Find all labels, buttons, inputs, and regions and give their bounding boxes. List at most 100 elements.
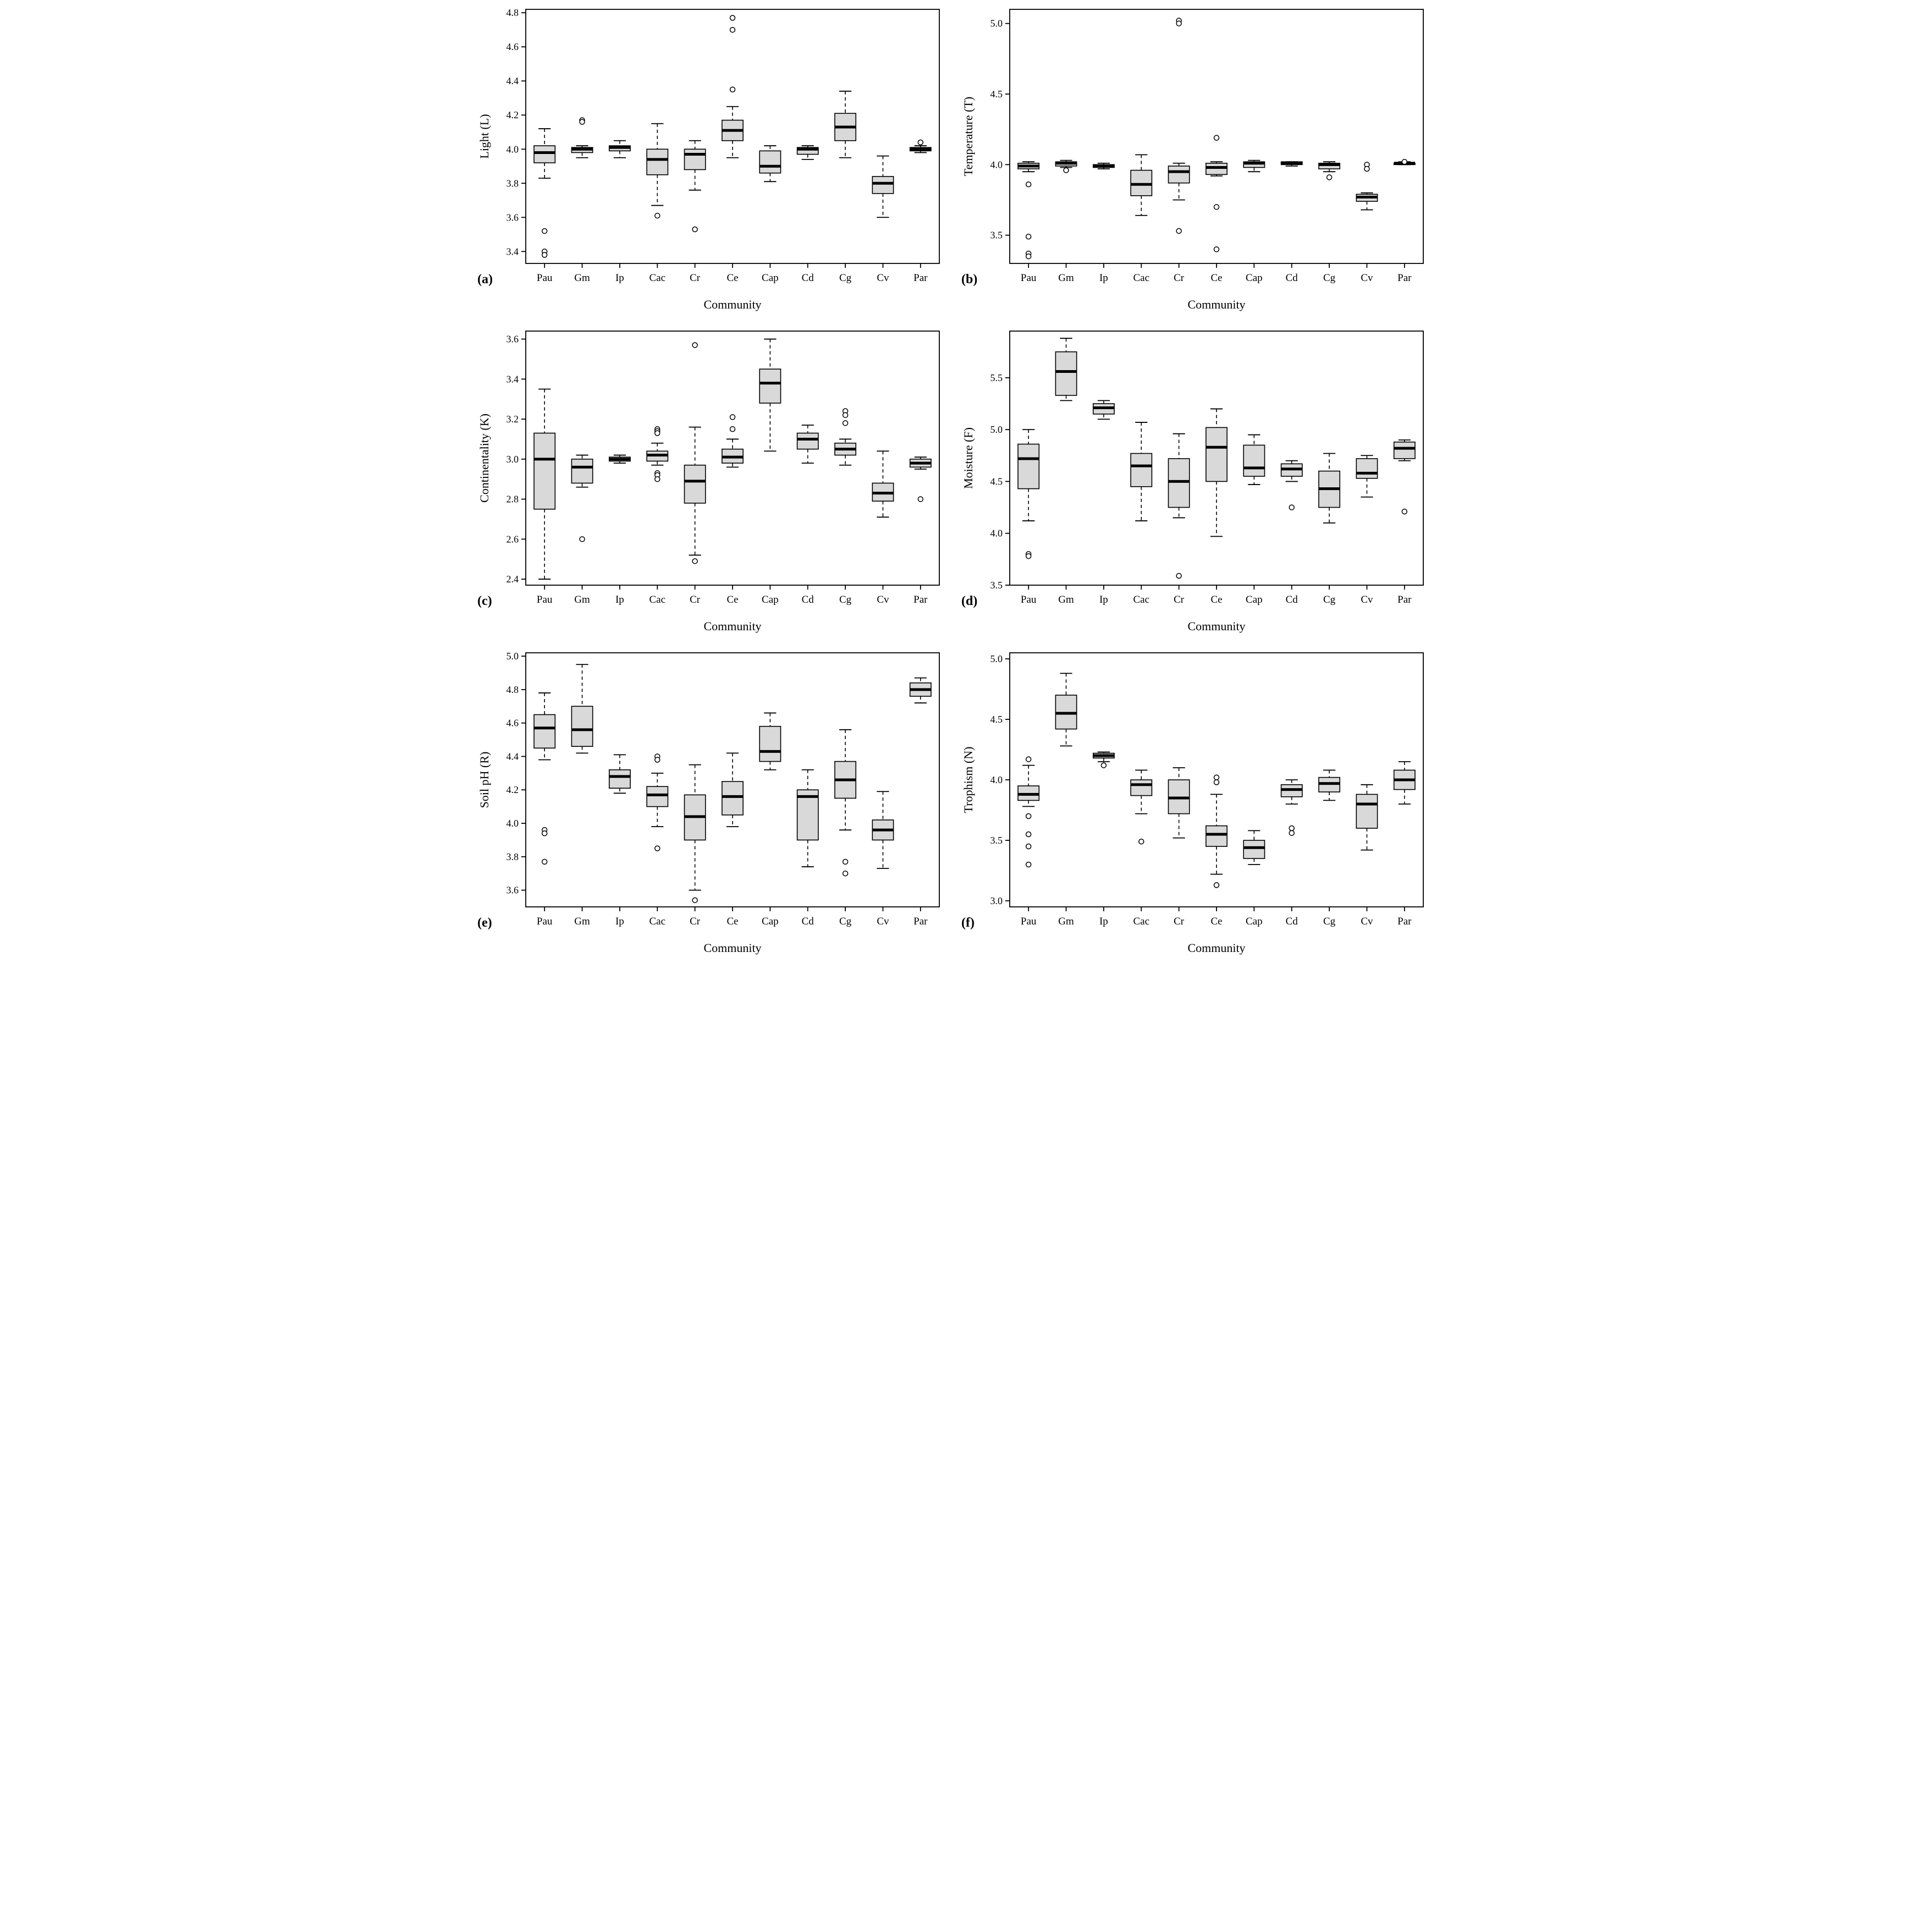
y-tick-label: 2.6	[506, 533, 519, 544]
iqr-box	[1168, 165, 1190, 183]
outlier-point	[691, 342, 698, 348]
panel-label: (e)	[477, 916, 492, 930]
iqr-box	[1130, 169, 1152, 196]
x-tick-label: Par	[913, 916, 928, 927]
iqr-box	[1318, 162, 1340, 169]
y-tick-label: 4.0	[990, 774, 1003, 785]
y-tick-label: 3.0	[990, 895, 1003, 906]
x-tick-label: Cg	[1323, 272, 1335, 284]
y-tick-label: 3.6	[506, 212, 519, 223]
y-tick-label: 3.6	[506, 884, 519, 895]
panel-label: (c)	[477, 594, 492, 608]
x-tick-label: Ce	[726, 594, 738, 606]
outlier-point	[842, 858, 848, 865]
x-tick-label: Cd	[1285, 272, 1298, 284]
y-tick-label: 3.8	[506, 851, 519, 862]
panel-f: 3.0 3.5 4.0 4.5 5.0 Pau Gm Ip Cac Cr Ce Cap Cd Cg Cv Pa…	[955, 643, 1439, 965]
outlier-point	[1288, 825, 1295, 831]
x-tick-label: Cac	[649, 272, 665, 284]
x-tick-label: Ip	[615, 594, 624, 606]
iqr-box	[1055, 351, 1077, 396]
x-tick-label: Cap	[1246, 594, 1263, 606]
outlier-point	[691, 558, 698, 564]
outlier-point	[1401, 508, 1407, 514]
iqr-box	[1205, 162, 1228, 175]
x-tick-label: Cac	[649, 594, 665, 606]
iqr-box	[758, 368, 781, 404]
x-tick-label: Cac	[1133, 272, 1149, 284]
outlier-point	[1025, 861, 1031, 867]
outlier-point	[654, 430, 660, 436]
iqr-box	[571, 458, 593, 483]
y-tick-label: 5.0	[990, 653, 1003, 664]
iqr-box	[571, 705, 593, 747]
y-tick-label: 4.6	[506, 717, 519, 728]
x-axis-label: Community	[1187, 941, 1245, 955]
iqr-box	[533, 145, 555, 163]
outlier-point	[1175, 573, 1182, 579]
y-tick-label: 4.6	[506, 41, 519, 52]
outlier-point	[1025, 233, 1031, 239]
x-tick-label: Gm	[574, 916, 590, 927]
y-tick-label: 4.2	[506, 109, 519, 120]
iqr-box	[872, 175, 894, 194]
panel-a: 3.4 3.6 3.8 4.0 4.2 4.4 4.6 4.8 Pau Gm Ip Cac Cr Ce Ca…	[471, 0, 955, 322]
outlier-point	[1138, 838, 1144, 844]
outlier-point	[1025, 181, 1031, 188]
outlier-point	[1213, 882, 1219, 888]
x-tick-label: Cv	[877, 916, 889, 927]
iqr-box	[1356, 458, 1378, 479]
outlier-point	[1363, 166, 1370, 172]
outlier-point	[579, 118, 585, 125]
x-tick-label: Gm	[1058, 272, 1074, 284]
y-tick-label: 4.0	[990, 159, 1003, 170]
x-tick-label: Cr	[690, 272, 701, 284]
iqr-box	[1356, 794, 1378, 829]
x-tick-label: Cap	[762, 916, 779, 927]
x-tick-label: Pau	[536, 916, 552, 927]
outlier-point	[1175, 20, 1182, 26]
outlier-point	[654, 845, 660, 851]
outlier-point	[1213, 774, 1219, 780]
y-tick-label: 4.4	[506, 75, 519, 86]
outlier-point	[579, 536, 585, 542]
x-tick-label: Gm	[1058, 916, 1074, 927]
x-axis-label: Community	[703, 298, 761, 311]
y-tick-label: 4.0	[506, 144, 519, 155]
x-tick-label: Ce	[1210, 916, 1222, 927]
outlier-point	[691, 897, 698, 903]
x-tick-label: Cr	[1174, 916, 1185, 927]
iqr-box	[1017, 443, 1039, 489]
y-tick-label: 4.8	[506, 7, 519, 18]
iqr-box	[1205, 427, 1228, 482]
x-tick-label: Ip	[1099, 594, 1108, 606]
y-tick-label: 4.5	[990, 89, 1003, 100]
outlier-point	[917, 496, 923, 502]
x-tick-label: Par	[913, 594, 928, 606]
y-tick-label: 4.8	[506, 684, 519, 695]
iqr-box	[646, 785, 668, 807]
outlier-point	[1025, 253, 1031, 259]
x-tick-label: Cac	[649, 916, 665, 927]
x-tick-label: Ip	[1099, 272, 1108, 284]
x-tick-label: Pau	[536, 272, 552, 284]
x-axis-label: Community	[703, 619, 761, 633]
x-tick-label: Ce	[726, 272, 738, 284]
x-tick-label: Cv	[1361, 272, 1373, 284]
x-tick-label: Ce	[1210, 594, 1222, 606]
panel-label: (a)	[477, 272, 493, 287]
iqr-box	[533, 432, 555, 510]
y-tick-label: 4.5	[990, 476, 1003, 487]
y-tick-label: 3.2	[506, 414, 519, 425]
y-tick-label: 3.8	[506, 178, 519, 189]
outlier-point	[1025, 831, 1031, 837]
y-tick-label: 5.0	[506, 651, 519, 662]
iqr-box	[533, 714, 555, 748]
outlier-point	[1063, 167, 1069, 173]
x-tick-label: Ce	[1210, 272, 1222, 284]
x-tick-label: Ip	[615, 916, 624, 927]
y-tick-label: 5.5	[990, 372, 1003, 383]
iqr-box	[684, 464, 706, 504]
y-axis-label: Light (L)	[477, 114, 491, 158]
outlier-point	[541, 228, 547, 234]
